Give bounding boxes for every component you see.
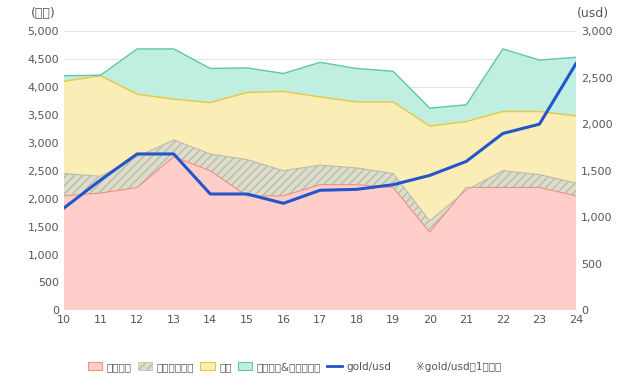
Text: (トン): (トン) (31, 7, 56, 20)
Legend: 宝石加工, テクノロジー, 投資, 中央銀行&その他期間, gold/usd, ※gold/usdは1月始値: 宝石加工, テクノロジー, 投資, 中央銀行&その他期間, gold/usd, … (84, 357, 505, 376)
Text: (usd): (usd) (577, 7, 609, 20)
